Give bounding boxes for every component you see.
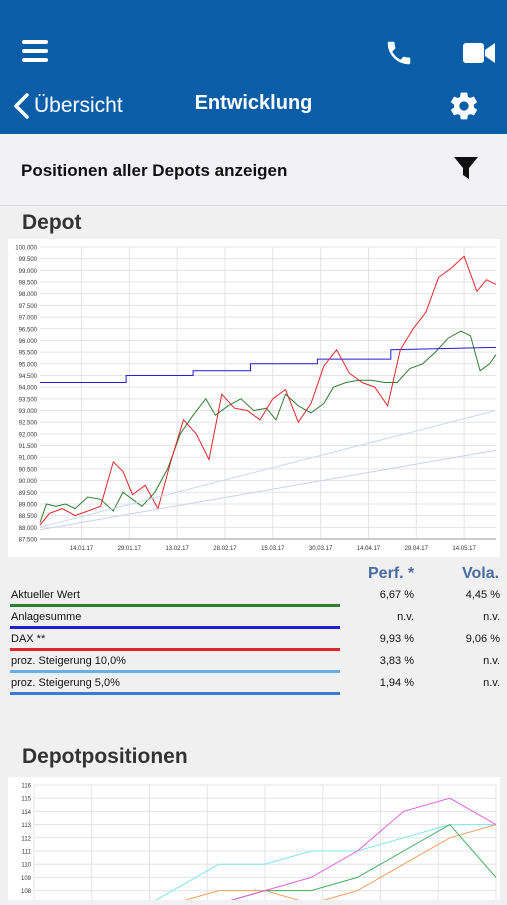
y-tick-label: 100.000 <box>15 246 37 252</box>
chevron-left-icon <box>14 93 29 119</box>
legend-name: proz. Steigerung 10,0% <box>11 655 126 667</box>
legend-perf: 3,83 % <box>379 655 414 667</box>
series-line <box>212 797 497 905</box>
y-tick-label: 96.000 <box>19 339 38 345</box>
series-line <box>39 449 497 531</box>
legend-row: Aktueller Wert 6,67 % 4,45 % <box>10 587 502 609</box>
y-tick-label: 97.000 <box>19 316 38 322</box>
y-tick-label: 97.500 <box>19 304 38 310</box>
y-tick-label: 92.500 <box>19 421 38 427</box>
positions-chart-svg: 116115114113112111110109108107 <box>21 784 497 905</box>
y-tick-label: 98.500 <box>19 281 38 287</box>
phone-icon[interactable] <box>384 38 414 68</box>
y-tick-label: 89.000 <box>19 502 38 508</box>
y-tick-label: 99.000 <box>19 269 38 275</box>
legend-row: proz. Steigerung 5,0% 1,94 % n.v. <box>10 675 502 697</box>
legend-perf: 6,67 % <box>379 589 414 601</box>
legend-name: Anlagesumme <box>11 611 82 623</box>
y-tick-label: 94.000 <box>19 386 38 392</box>
y-tick-label: 96.500 <box>19 327 38 333</box>
series-line <box>40 346 497 383</box>
depot-chart: 100.000 99.500 99.000 98.500 98.000 97.500 97.… <box>8 239 500 557</box>
y-tick-label: 116 <box>21 784 31 790</box>
vola-header: Vola. <box>462 565 500 582</box>
legend-perf: n.v. <box>397 611 414 623</box>
depot-chart-svg: 100.000 99.500 99.000 98.500 98.000 97.500 97.… <box>15 246 497 552</box>
content-area: Depot 100.000 99.500 99.000 98.500 98.000 97.… <box>0 207 507 905</box>
x-tick-label: 14.04.17 <box>357 546 381 552</box>
y-tick-label: 114 <box>21 810 31 816</box>
y-tick-label: 93.000 <box>19 409 38 415</box>
y-tick-label: 87.500 <box>19 538 38 544</box>
filter-row[interactable]: Positionen aller Depots anzeigen <box>0 134 507 206</box>
x-tick-label: 13.02.17 <box>165 546 189 552</box>
y-tick-label: 93.500 <box>19 397 38 403</box>
legend-name: proz. Steigerung 5,0% <box>11 677 120 689</box>
legend-line <box>10 626 340 629</box>
x-tick-label: 14.05.17 <box>452 546 476 552</box>
back-button[interactable]: Übersicht <box>12 90 123 122</box>
x-tick-label: 28.02.17 <box>213 546 237 552</box>
y-tick-label: 90.000 <box>19 479 38 485</box>
back-label: Übersicht <box>34 94 123 117</box>
y-tick-label: 108 <box>21 889 32 895</box>
legend-line <box>10 604 340 607</box>
filter-label: Positionen aller Depots anzeigen <box>21 161 288 180</box>
legend-row: proz. Steigerung 10,0% 3,83 % n.v. <box>10 653 502 675</box>
series-line <box>39 410 497 528</box>
y-tick-label: 115 <box>21 797 31 803</box>
x-tick-label: 14.01.17 <box>70 546 94 552</box>
legend-row: Anlagesumme n.v. n.v. <box>10 609 502 631</box>
y-tick-label: 94.500 <box>19 374 38 380</box>
filter-icon[interactable] <box>452 154 480 182</box>
legend-perf: 9,93 % <box>379 633 414 645</box>
legend-vola: n.v. <box>483 655 500 667</box>
positions-chart: 116115114113112111110109108107 <box>8 777 500 905</box>
x-tick-label: 15.03.17 <box>261 546 285 552</box>
y-tick-label: 88.000 <box>19 526 38 532</box>
legend-vola: 4,45 % <box>465 589 500 601</box>
legend-row: DAX ** 9,93 % 9,06 % <box>10 631 502 653</box>
legend-name: DAX ** <box>11 633 46 645</box>
legend-line <box>10 648 340 651</box>
positions-section-title: Depotpositionen <box>22 745 188 768</box>
series-line <box>39 330 497 523</box>
y-tick-label: 91.000 <box>19 456 38 462</box>
y-tick-label: 95.000 <box>19 362 38 368</box>
gear-icon[interactable] <box>448 90 480 122</box>
video-icon[interactable] <box>462 40 496 66</box>
y-tick-label: 110 <box>21 863 31 869</box>
legend-vola: n.v. <box>483 611 500 623</box>
y-tick-label: 89.500 <box>19 491 38 497</box>
y-tick-label: 112 <box>21 836 31 842</box>
legend-line <box>10 670 340 673</box>
series-line <box>39 255 497 526</box>
navigation-bar: Übersicht Entwicklung <box>0 0 507 134</box>
legend-perf: 1,94 % <box>379 677 414 689</box>
legend-name: Aktueller Wert <box>11 589 80 601</box>
perf-header: Perf. * <box>368 565 415 582</box>
series-line <box>146 824 496 905</box>
x-tick-label: 29.01.17 <box>118 546 142 552</box>
y-tick-label: 91.500 <box>19 444 38 450</box>
x-tick-label: 30.03.17 <box>309 546 333 552</box>
y-tick-label: 113 <box>21 823 31 829</box>
y-tick-label: 95.500 <box>19 351 38 357</box>
menu-icon[interactable] <box>22 40 54 66</box>
y-tick-label: 88.500 <box>19 514 38 520</box>
y-tick-label: 99.500 <box>19 257 38 263</box>
y-tick-label: 109 <box>21 876 32 882</box>
y-tick-label: 92.000 <box>19 432 38 438</box>
depot-section-title: Depot <box>22 211 82 234</box>
legend-vola: 9,06 % <box>465 633 500 645</box>
y-tick-label: 111 <box>22 850 32 856</box>
legend-vola: n.v. <box>483 677 500 689</box>
y-tick-label: 90.500 <box>19 467 38 473</box>
legend-line <box>10 692 340 695</box>
y-tick-label: 98.000 <box>19 292 38 298</box>
x-tick-label: 29.04.17 <box>405 546 429 552</box>
